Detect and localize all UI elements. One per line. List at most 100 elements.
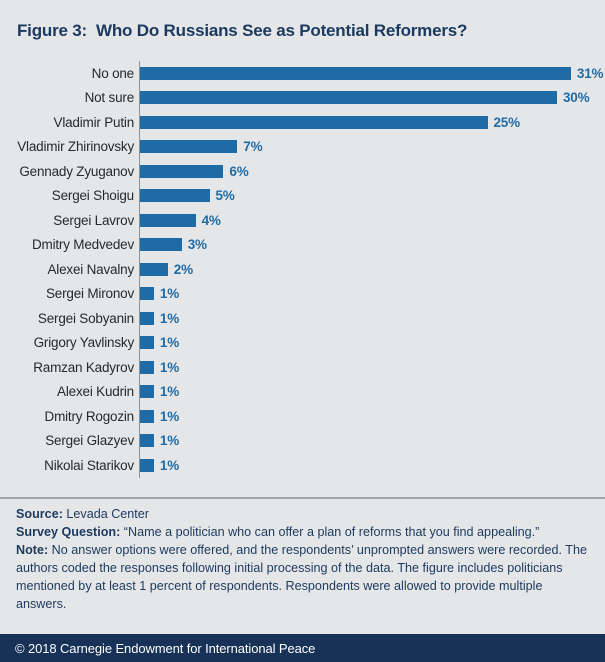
survey-question-label: Survey Question: [16, 525, 121, 539]
bar [140, 262, 168, 276]
value-label: 1% [159, 286, 180, 302]
bar [140, 164, 224, 178]
bar [140, 140, 238, 154]
category-label: Alexei Navalny [47, 261, 135, 277]
chart-row: Alexei Navalny 2% [0, 257, 605, 282]
chart-row: No one 31% [0, 61, 605, 86]
chart-row: Vladimir Zhirinovsky 7% [0, 134, 605, 159]
category-label: Sergei Mironov [46, 286, 134, 302]
bar-track: 5% [139, 183, 605, 208]
bar [140, 311, 154, 325]
copyright-text: © 2018 Carnegie Endowment for Internatio… [15, 640, 316, 656]
value-label: 3% [187, 237, 207, 253]
value-label: 31% [576, 65, 604, 81]
category-label: Dmitry Rogozin [44, 408, 135, 424]
value-label: 1% [159, 433, 180, 449]
category-label: Sergei Lavrov [53, 212, 134, 228]
chart-row: Nikolai Starikov 1% [0, 453, 605, 478]
chart-row: Alexei Kudrin 1% [0, 379, 605, 404]
chart-row: Sergei Sobyanin 1% [0, 306, 605, 331]
category-label: No one [91, 65, 135, 81]
category-label: Grigory Yavlinsky [33, 335, 135, 351]
bar [140, 66, 571, 80]
value-label: 6% [229, 163, 249, 179]
bar [140, 336, 154, 350]
bar [140, 360, 154, 374]
value-label: 7% [243, 139, 263, 155]
bar-track: 1% [139, 453, 605, 478]
bar [140, 385, 154, 399]
bar [140, 458, 154, 472]
survey-question-line: Survey Question: “Name a politician who … [16, 523, 592, 541]
category-label: Dmitry Medvedev [31, 237, 134, 253]
category-label: Ramzan Kadyrov [33, 359, 134, 375]
bar-track: 30% [139, 85, 605, 110]
bar-track: 2% [139, 257, 605, 282]
value-label: 5% [215, 188, 235, 204]
bar-track: 1% [139, 281, 605, 306]
bar-track: 6% [139, 159, 605, 184]
value-label: 25% [493, 114, 521, 130]
note-line: Note: No answer options were offered, an… [16, 541, 592, 613]
bar [140, 409, 154, 423]
bar-track: 1% [139, 379, 605, 404]
source-text: Levada Center [62, 507, 150, 521]
value-label: 1% [159, 310, 180, 326]
chart-row: Grigory Yavlinsky 1% [0, 330, 605, 355]
value-label: 1% [159, 359, 180, 375]
bar [140, 238, 182, 252]
figure-title: Figure 3: Who Do Russians See as Potenti… [17, 21, 468, 40]
footer-bar: © 2018 Carnegie Endowment for Internatio… [0, 634, 605, 662]
bar-track: 3% [139, 232, 605, 257]
note-label: Note: [16, 543, 49, 557]
chart-row: Ramzan Kadyrov 1% [0, 355, 605, 380]
bar-track: 1% [139, 404, 605, 429]
source-label: Source: [16, 507, 63, 521]
category-label: Sergei Sobyanin [37, 310, 134, 326]
bar-track: 25% [139, 110, 605, 135]
bar-track: 1% [139, 306, 605, 331]
bar-track: 7% [139, 134, 605, 159]
bar-track: 1% [139, 428, 605, 453]
value-label: 1% [159, 408, 180, 424]
chart-row: Sergei Lavrov 4% [0, 208, 605, 233]
category-label: Sergei Glazyev [45, 433, 134, 449]
value-label: 4% [201, 212, 221, 228]
value-label: 1% [159, 457, 180, 473]
survey-question-text: “Name a politician who can offer a plan … [120, 525, 540, 539]
value-label: 1% [159, 384, 180, 400]
category-label: Not sure [84, 90, 135, 106]
category-label: Vladimir Zhirinovsky [17, 139, 134, 155]
source-line: Source: Levada Center [16, 505, 592, 523]
note-text: No answer options were offered, and the … [16, 543, 588, 611]
bar [140, 115, 488, 129]
chart-row: Gennady Zyuganov 6% [0, 159, 605, 184]
bar-track: 1% [139, 330, 605, 355]
bar-track: 4% [139, 208, 605, 233]
bar-track: 31% [139, 61, 605, 86]
chart-row: Dmitry Rogozin 1% [0, 404, 605, 429]
chart-row: Sergei Glazyev 1% [0, 428, 605, 453]
chart-row: Sergei Shoigu 5% [0, 183, 605, 208]
category-label: Alexei Kudrin [57, 384, 134, 400]
bar-track: 1% [139, 355, 605, 380]
value-label: 30% [563, 90, 590, 106]
bar [140, 91, 557, 105]
chart-row: Dmitry Medvedev 3% [0, 232, 605, 257]
category-label: Nikolai Starikov [44, 457, 134, 473]
category-label: Gennady Zyuganov [19, 163, 134, 179]
chart-row: Not sure 30% [0, 85, 605, 110]
category-label: Sergei Shoigu [51, 188, 134, 204]
value-label: 2% [173, 261, 193, 277]
value-label: 1% [159, 335, 180, 351]
bar [140, 287, 154, 301]
bar-chart: No one 31% Not sure 30% Vladimir Putin 25% Vla… [0, 61, 605, 478]
divider-line [0, 497, 605, 499]
bar [140, 189, 210, 203]
bar [140, 213, 196, 227]
bar [140, 434, 154, 448]
category-label: Vladimir Putin [53, 114, 135, 130]
chart-row: Sergei Mironov 1% [0, 281, 605, 306]
notes-block: Source: Levada Center Survey Question: “… [16, 505, 592, 613]
